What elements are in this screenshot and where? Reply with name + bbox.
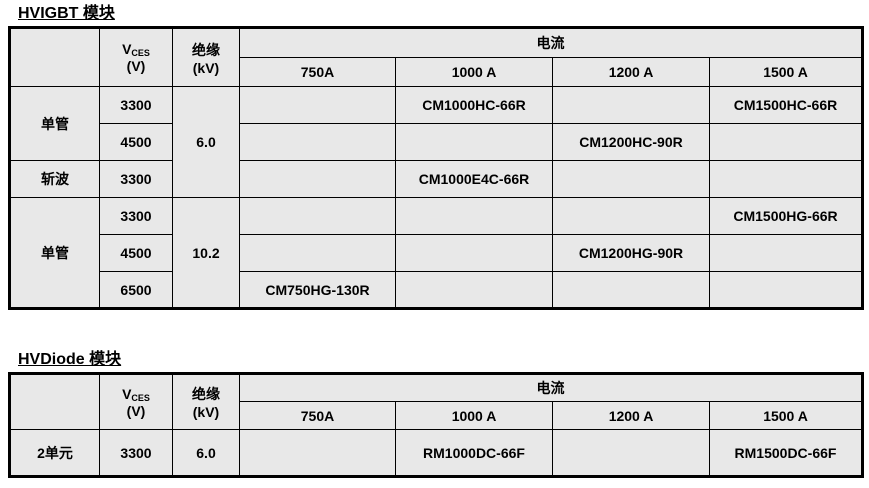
insulation-label: 绝缘 [192, 386, 220, 402]
module-cell: RM1500DC-66F [709, 429, 863, 477]
module-cell: CM1200HC-90R [552, 123, 710, 161]
vces-cell: 3300 [99, 86, 173, 124]
col-header-1500a: 1500 A [709, 57, 863, 87]
empty-cell [552, 86, 710, 124]
hvigbt-table: VCES (V) 绝缘 (kV) 电流 750A 1000 A 1200 A 150… [8, 26, 864, 310]
hvdiode-title: HVDiode 模块 [18, 351, 122, 368]
empty-cell [395, 271, 553, 309]
module-cell: CM750HG-130R [239, 271, 396, 309]
type-cell: 2单元 [9, 429, 100, 477]
empty-cell [709, 123, 863, 161]
empty-cell [552, 271, 710, 309]
empty-cell [709, 160, 863, 198]
empty-cell [239, 160, 396, 198]
type-cell: 单管 [9, 197, 100, 309]
type-cell: 斩波 [9, 160, 100, 198]
empty-cell [239, 429, 396, 477]
module-cell: CM1200HG-90R [552, 234, 710, 272]
insulation-label: 绝缘 [192, 41, 220, 58]
empty-cell [239, 197, 396, 235]
empty-cell [395, 123, 553, 161]
vces-symbol: V [122, 41, 132, 57]
insulation-cell: 6.0 [172, 429, 240, 477]
col-header-1500a: 1500 A [709, 401, 863, 430]
empty-cell [239, 234, 396, 272]
hvigbt-title: HVIGBT 模块 [18, 5, 115, 22]
vces-cell: 4500 [99, 123, 173, 161]
vces-symbol: V [122, 385, 132, 402]
corner-cell [9, 373, 100, 430]
empty-cell [552, 197, 710, 235]
col-header-1200a: 1200 A [552, 401, 710, 430]
empty-cell [395, 197, 553, 235]
insulation-unit: (kV) [192, 59, 220, 76]
col-header-1000a: 1000 A [395, 57, 553, 87]
current-header: 电流 [239, 27, 863, 58]
empty-cell [709, 234, 863, 272]
insulation-cell: 10.2 [172, 197, 240, 309]
insulation-unit: (kV) [192, 404, 220, 420]
corner-cell [9, 27, 100, 87]
module-cell: RM1000DC-66F [395, 429, 553, 477]
vces-header: VCES (V) [99, 373, 173, 430]
module-cell: CM1500HG-66R [709, 197, 863, 235]
vces-cell: 3300 [99, 429, 173, 477]
empty-cell [709, 271, 863, 309]
insulation-cell: 6.0 [172, 86, 240, 198]
module-cell: CM1500HC-66R [709, 86, 863, 124]
empty-cell [395, 234, 553, 272]
col-header-1000a: 1000 A [395, 401, 553, 430]
insulation-header: 绝缘 (kV) [172, 373, 240, 430]
empty-cell [239, 86, 396, 124]
vces-cell: 3300 [99, 160, 173, 198]
hvdiode-table: VCES (V) 绝缘 (kV) 电流 750A 1000 A 1200 A 150… [8, 372, 864, 478]
module-cell: CM1000E4C-66R [395, 160, 553, 198]
vces-cell: 4500 [99, 234, 173, 272]
vces-header: VCES (V) [99, 27, 173, 87]
vces-cell: 6500 [99, 271, 173, 309]
empty-cell [239, 123, 396, 161]
empty-cell [552, 160, 710, 198]
vces-unit: (V) [126, 58, 146, 74]
vces-unit: (V) [126, 402, 146, 419]
vces-subscript: CES [131, 392, 150, 403]
insulation-header: 绝缘 (kV) [172, 27, 240, 87]
vces-cell: 3300 [99, 197, 173, 235]
col-header-750a: 750A [239, 401, 396, 430]
col-header-1200a: 1200 A [552, 57, 710, 87]
vces-subscript: CES [131, 48, 150, 58]
col-header-750a: 750A [239, 57, 396, 87]
empty-cell [552, 429, 710, 477]
current-header: 电流 [239, 373, 863, 402]
module-cell: CM1000HC-66R [395, 86, 553, 124]
type-cell: 单管 [9, 86, 100, 161]
